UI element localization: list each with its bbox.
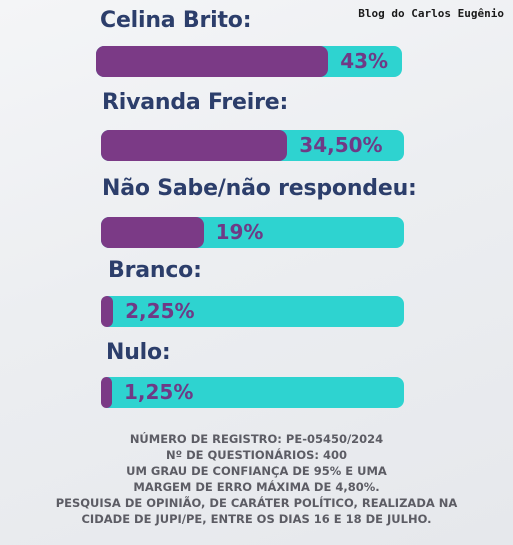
footer-line: MARGEM DE ERRO MÁXIMA DE 4,80%.	[133, 480, 380, 494]
bar-track: 34,50%	[101, 130, 404, 161]
bar-fill	[101, 296, 114, 327]
category-label: Não Sabe/não respondeu:	[102, 176, 417, 201]
value-label: 19%	[215, 220, 264, 244]
category-label: Celina Brito:	[100, 8, 252, 33]
category-label: Branco:	[108, 258, 202, 283]
value-label: 34,50%	[299, 133, 383, 157]
footer-line: CIDADE DE JUPI/PE, ENTRE OS DIAS 16 E 18…	[81, 512, 432, 526]
footer-line: UM GRAU DE CONFIANÇA DE 95% E UMA	[126, 464, 387, 478]
bar-fill	[101, 377, 112, 408]
bar-fill	[101, 130, 288, 161]
footer-line: Nº DE QUESTIONÁRIOS: 400	[166, 448, 347, 462]
bar-fill	[101, 217, 204, 248]
value-label: 2,25%	[125, 299, 195, 323]
footer-line: NÚMERO DE REGISTRO: PE-05450/2024	[129, 432, 384, 446]
bar-fill	[96, 46, 329, 77]
blog-watermark: Blog do Carlos Eugênio	[358, 7, 504, 20]
category-label: Nulo:	[106, 340, 171, 365]
value-label: 43%	[340, 49, 389, 73]
bar-track: 2,25%	[101, 296, 404, 327]
category-label: Rivanda Freire:	[102, 90, 289, 115]
bar-track: 1,25%	[101, 377, 404, 408]
methodology-footer: NÚMERO DE REGISTRO: PE-05450/2024 Nº DE …	[0, 431, 513, 527]
bar-track: 19%	[101, 217, 404, 248]
value-label: 1,25%	[124, 380, 194, 404]
bar-track: 43%	[96, 46, 402, 77]
footer-line: PESQUISA DE OPINIÃO, DE CARÁTER POLÍTICO…	[55, 496, 458, 510]
